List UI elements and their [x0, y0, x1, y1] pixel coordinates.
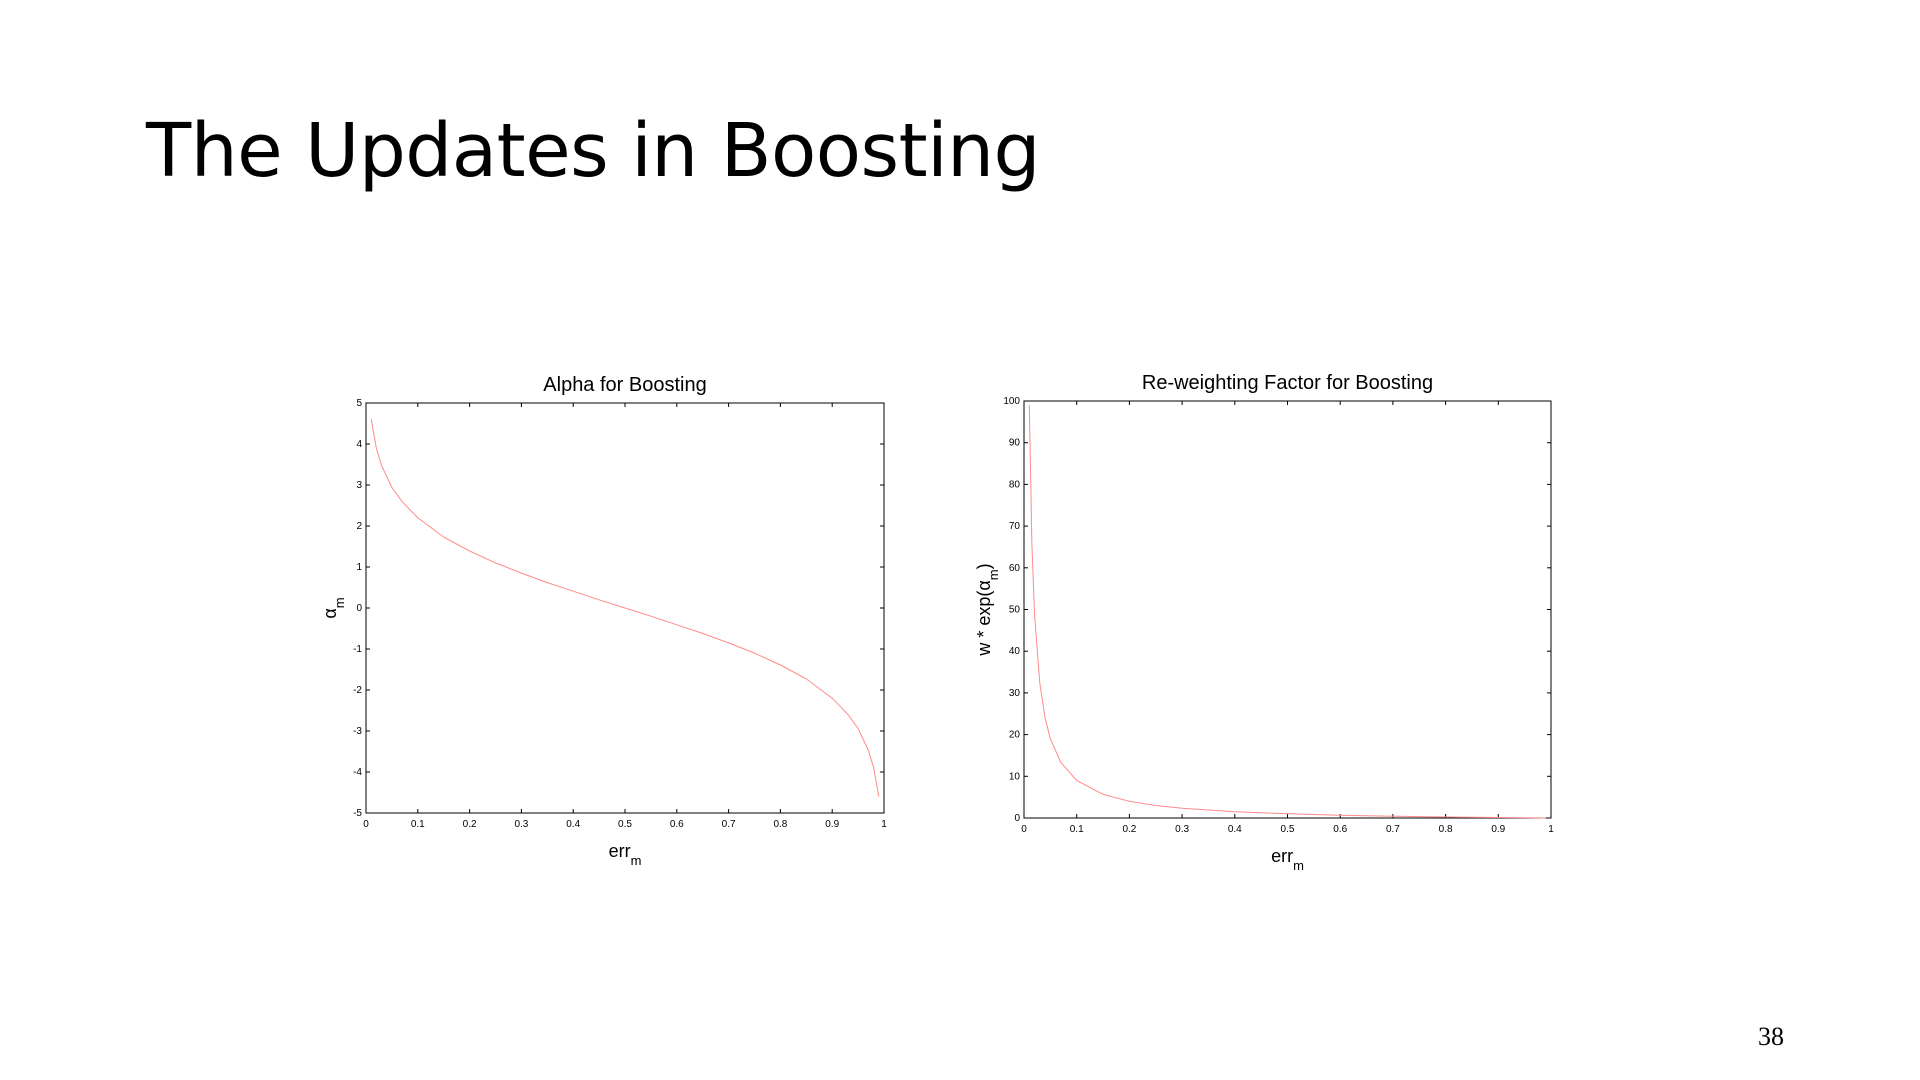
reweight-y-tick-label: 10 — [1009, 771, 1021, 782]
reweight-x-tick-label: 0.6 — [1333, 824, 1347, 835]
alpha-series-line — [370, 419, 880, 797]
reweight-x-tick-label: 0 — [1021, 824, 1027, 835]
alpha-x-tick-label: 0.8 — [773, 819, 787, 830]
reweight-y-tick-label: 90 — [1009, 438, 1021, 449]
alpha-x-tick-label: 0 — [363, 819, 369, 830]
reweight-plot: 0 0.1 0.2 0.3 0.4 0.5 0.6 0.7 0.8 0.9 101020304050… — [974, 372, 1554, 873]
alpha-y-tick-label: 1 — [356, 562, 362, 573]
alpha-x-tick-label: 0.7 — [722, 819, 736, 830]
reweight-y-tick-label: 60 — [1009, 563, 1021, 574]
reweight-y-tick-label: 70 — [1009, 521, 1021, 532]
alpha-x-tick-label: 0.2 — [463, 819, 477, 830]
alpha-y-tick-label: -5 — [353, 808, 362, 819]
reweight-y-tick-label: 100 — [1003, 396, 1020, 407]
alpha-plot: 0 0.1 0.2 0.3 0.4 0.5 0.6 0.7 0.8 0.9 1 -5 -4 -3 -2 -1 0… — [320, 374, 887, 868]
reweight-x-tick-label: 1 — [1548, 824, 1554, 835]
reweight-x-tick-label: 0.9 — [1491, 824, 1505, 835]
alpha-chart-title: Alpha for Boosting — [543, 374, 706, 396]
reweight-x-tick-label: 0.2 — [1122, 824, 1136, 835]
reweight-x-tick-label: 0.5 — [1281, 824, 1295, 835]
alpha-x-tick-label: 1 — [881, 819, 887, 830]
reweight-y-tick-label: 20 — [1009, 730, 1021, 741]
alpha-y-axis-label: αm — [320, 597, 347, 618]
reweight-x-tick-label: 0.8 — [1439, 824, 1453, 835]
slide-title: The Updates in Boosting — [146, 108, 1041, 194]
alpha-y-tick-label: -3 — [353, 726, 362, 737]
alpha-x-axis-label: errm — [609, 841, 642, 868]
alpha-y-tick-label: 0 — [356, 603, 362, 614]
reweight-y-tick-label: 40 — [1009, 646, 1021, 657]
alpha-y-tick-label: 4 — [356, 439, 362, 450]
reweight-x-axis-label: errm — [1271, 846, 1304, 873]
reweight-chart-title: Re-weighting Factor for Boosting — [1142, 372, 1433, 394]
alpha-y-tick-label: 2 — [356, 521, 362, 532]
reweight-y-tick-label: 80 — [1009, 479, 1021, 490]
alpha-y-tick-label: 5 — [356, 398, 362, 409]
alpha-y-tick-label: 3 — [356, 480, 362, 491]
alpha-y-tick-label: -2 — [353, 685, 362, 696]
reweight-y-axis-label: w * exp(αm) — [974, 563, 1001, 656]
reweight-x-tick-label: 0.4 — [1228, 824, 1242, 835]
reweight-series-line — [1028, 405, 1546, 819]
reweight-axes-box — [1023, 400, 1552, 819]
reweight-x-tick-label: 0.7 — [1386, 824, 1400, 835]
page-number: 38 — [1758, 1022, 1784, 1051]
alpha-x-tick-label: 0.4 — [566, 819, 580, 830]
reweight-y-tick-label: 0 — [1014, 813, 1020, 824]
reweight-y-tick-label: 30 — [1009, 688, 1021, 699]
alpha-x-tick-label: 0.5 — [618, 819, 632, 830]
alpha-x-tick-label: 0.1 — [411, 819, 425, 830]
alpha-x-tick-label: 0.9 — [825, 819, 839, 830]
alpha-y-tick-label: -1 — [353, 644, 362, 655]
alpha-y-tick-label: -4 — [353, 767, 362, 778]
reweight-y-tick-label: 50 — [1009, 605, 1021, 616]
alpha-x-tick-label: 0.3 — [514, 819, 528, 830]
reweight-x-tick-label: 0.3 — [1175, 824, 1189, 835]
alpha-x-tick-label: 0.6 — [670, 819, 684, 830]
reweight-x-tick-label: 0.1 — [1070, 824, 1084, 835]
